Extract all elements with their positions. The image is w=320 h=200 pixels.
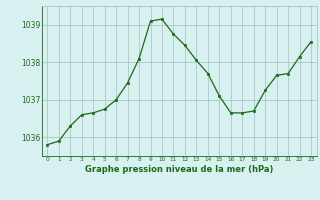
X-axis label: Graphe pression niveau de la mer (hPa): Graphe pression niveau de la mer (hPa) <box>85 165 273 174</box>
